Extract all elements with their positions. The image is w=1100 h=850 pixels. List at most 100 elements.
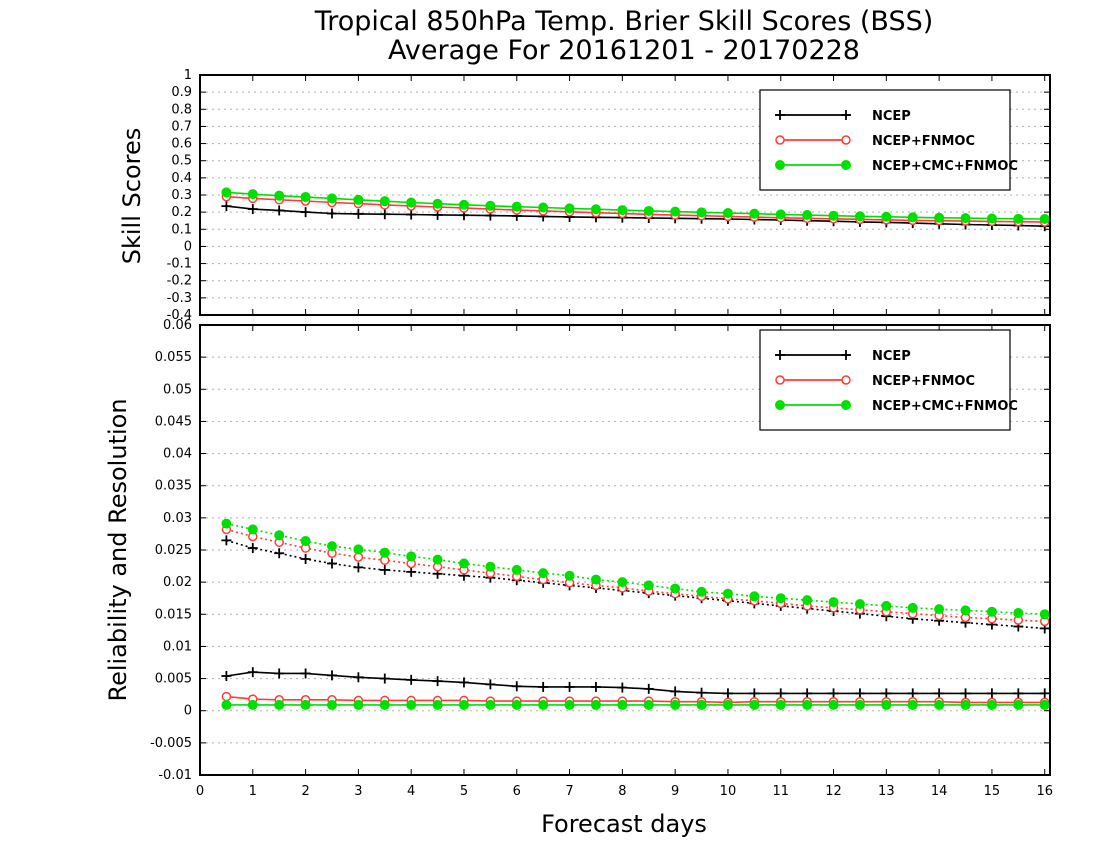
data-point: [274, 548, 285, 559]
data-point: [670, 686, 681, 697]
data-point: [934, 212, 945, 223]
x-tick-label: 10: [720, 784, 737, 799]
data-point: [458, 558, 469, 569]
data-point: [300, 699, 311, 710]
x-tick-label: 13: [878, 784, 895, 799]
data-point: [221, 699, 232, 710]
data-point: [986, 213, 997, 224]
data-point: [406, 699, 417, 710]
data-point: [986, 699, 997, 710]
data-point: [986, 688, 997, 699]
legend-marker: [775, 400, 785, 410]
data-point: [274, 205, 285, 216]
data-point: [538, 699, 549, 710]
y-tick-label: 0.01: [163, 639, 192, 654]
data-point: [1039, 214, 1050, 224]
data-point: [643, 205, 654, 216]
data-point: [406, 551, 417, 562]
legend: NCEP NCEP+FNMOC NCEP+CMC+FNMOC: [759, 89, 1018, 191]
data-point: [379, 673, 390, 684]
y-tick-label: 0.04: [163, 447, 192, 462]
bottom-y-axis-label: Reliability and Resolution: [104, 398, 132, 701]
data-point: [538, 681, 549, 692]
data-point: [247, 699, 258, 710]
data-point: [485, 200, 496, 211]
x-tick-label: 5: [460, 784, 468, 799]
data-point: [907, 688, 918, 699]
data-point: [1039, 609, 1050, 620]
data-point: [775, 209, 786, 220]
data-point: [274, 190, 285, 201]
x-axis-label: Forecast days: [541, 810, 707, 838]
data-point: [696, 586, 707, 597]
data-point: [670, 699, 681, 710]
series-line: [226, 522, 1045, 616]
series-line: [226, 671, 1045, 695]
data-point: [458, 199, 469, 210]
data-point: [247, 543, 258, 554]
data-point: [1013, 608, 1024, 618]
data-point: [326, 699, 337, 710]
data-point: [379, 196, 390, 207]
y-tick-label: 0.005: [155, 672, 192, 687]
y-tick-label: 0.7: [171, 119, 192, 134]
data-point: [564, 570, 575, 581]
y-tick-label: 0.05: [163, 382, 192, 397]
data-point: [802, 595, 813, 606]
data-point: [511, 699, 522, 710]
data-point: [247, 204, 258, 215]
data-point: [406, 566, 417, 577]
data-point: [590, 681, 601, 692]
data-point: [353, 699, 364, 710]
data-point: [406, 197, 417, 208]
data-point: [986, 606, 997, 617]
data-point: [696, 687, 707, 698]
data-point: [696, 207, 707, 218]
y-tick-label: 0.015: [155, 607, 192, 622]
data-point: [643, 683, 654, 694]
data-point: [802, 688, 813, 699]
legend-marker: [841, 400, 851, 410]
series-line: [226, 191, 1045, 220]
data-point: [485, 699, 496, 710]
data-point: [722, 208, 733, 218]
data-point: [458, 677, 469, 688]
legend-label: NCEP: [872, 109, 911, 124]
data-point: [590, 699, 601, 710]
data-point: [485, 561, 496, 572]
data-point: [538, 568, 549, 579]
data-point: [1039, 699, 1050, 710]
data-point: [722, 688, 733, 699]
x-tick-label: 3: [354, 784, 362, 799]
data-point: [960, 699, 971, 710]
data-point: [643, 699, 654, 710]
series-ncep-3: [221, 667, 1050, 699]
data-point: [247, 667, 258, 678]
series-line: [226, 205, 1045, 227]
data-point: [326, 541, 337, 552]
legend-label: NCEP+FNMOC: [872, 134, 975, 149]
y-tick-label: 0.2: [171, 205, 192, 220]
data-point: [828, 210, 839, 221]
y-tick-label: 1: [184, 68, 192, 83]
data-point: [881, 211, 892, 222]
data-point: [854, 599, 865, 609]
data-point: [564, 699, 575, 710]
data-point: [247, 189, 258, 200]
data-point: [907, 699, 918, 710]
data-point: [221, 535, 232, 546]
data-point: [300, 536, 311, 546]
data-point: [590, 204, 601, 215]
data-point: [670, 583, 681, 594]
data-point: [643, 580, 654, 591]
series-line: [226, 539, 1045, 630]
series-ncep-fnmoc-dotted-1: [221, 524, 1050, 627]
legend-marker: [775, 375, 785, 385]
legend-marker: [775, 350, 785, 360]
data-point: [828, 699, 839, 710]
plot-frame: [199, 74, 1051, 316]
legend-label: NCEP+CMC+FNMOC: [872, 399, 1018, 414]
x-tick-label: 2: [301, 784, 309, 799]
